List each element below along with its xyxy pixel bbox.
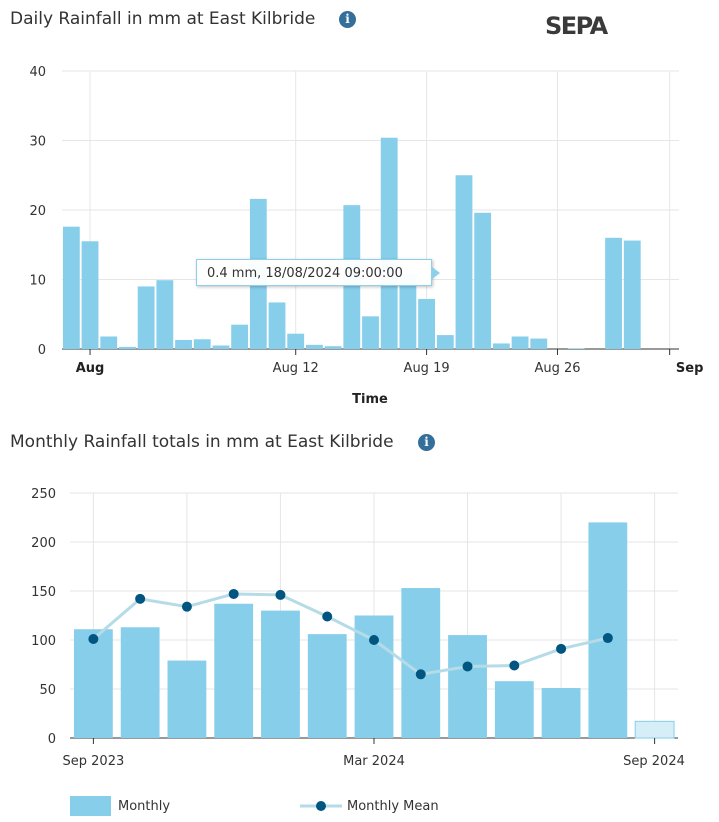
y-tick-label: 50 — [39, 683, 56, 698]
x-tick-label: Aug 19 — [404, 361, 450, 376]
legend-monthly-swatch — [70, 796, 111, 816]
mean-point — [135, 593, 146, 604]
y-tick-label: 250 — [31, 487, 56, 502]
bar — [634, 720, 675, 739]
y-tick-label: 30 — [29, 135, 46, 150]
legend-monthly-label[interactable]: Monthly — [118, 799, 171, 814]
mean-point — [462, 661, 473, 672]
bar — [492, 343, 510, 349]
y-tick-label: 150 — [31, 585, 56, 600]
sepa-logo: SEPA — [545, 12, 608, 40]
daily-rainfall-chart: 0 10 20 30 40 Aug Aug 12 Aug 19 Aug 26 Sep Time — [29, 65, 704, 407]
bar — [324, 346, 342, 349]
bar — [261, 610, 300, 738]
bar — [120, 627, 160, 738]
legend-mean-label[interactable]: Monthly Mean — [347, 799, 439, 814]
bar — [399, 273, 417, 349]
mean-point — [369, 635, 379, 645]
bar — [307, 634, 347, 738]
mean-point — [556, 643, 567, 654]
bar — [474, 212, 492, 349]
bar — [530, 338, 548, 349]
x-tick-label: Aug — [76, 361, 105, 376]
x-tick-label: Sep 2024 — [623, 754, 685, 769]
bar — [287, 333, 305, 349]
bar — [436, 335, 454, 349]
x-axis-title: Time — [352, 392, 388, 407]
bar — [541, 688, 581, 738]
info-icon[interactable]: i — [418, 434, 435, 451]
bar — [212, 345, 230, 349]
y-tick-label: 20 — [29, 204, 46, 219]
bar — [305, 344, 323, 349]
bar — [623, 240, 641, 349]
monthly-chart-title: Monthly Rainfall totals in mm at East Ki… — [10, 432, 394, 452]
mean-point — [181, 601, 192, 612]
bar — [588, 522, 628, 738]
info-icon[interactable]: i — [339, 11, 356, 28]
bar — [455, 175, 473, 349]
x-tick-label: Aug 12 — [273, 361, 319, 376]
bar — [567, 348, 585, 349]
bar — [62, 226, 80, 349]
mean-point — [415, 669, 426, 680]
tooltip-arrow — [431, 266, 440, 280]
legend-mean-marker — [316, 801, 326, 811]
bar — [231, 324, 249, 349]
bar — [73, 629, 113, 738]
bar — [605, 237, 622, 349]
bar — [100, 336, 118, 349]
bar — [81, 241, 99, 349]
bar — [511, 336, 529, 349]
bar — [268, 302, 286, 349]
bar — [156, 280, 174, 349]
mean-point — [322, 611, 333, 622]
bar — [494, 681, 534, 738]
mean-point — [275, 589, 286, 600]
bar — [214, 603, 254, 738]
x-tick-label: Aug 26 — [534, 361, 580, 376]
y-tick-label: 40 — [29, 65, 46, 80]
y-tick-label: 0 — [48, 732, 56, 747]
x-tick-label: Sep 2023 — [63, 754, 125, 769]
bar — [418, 298, 436, 349]
daily-chart-title: Daily Rainfall in mm at East Kilbride — [10, 9, 316, 29]
mean-point — [228, 588, 239, 599]
bar — [175, 339, 192, 349]
bar — [119, 346, 136, 349]
bar — [137, 286, 155, 349]
y-tick-label: 100 — [31, 634, 56, 649]
x-tick-label: Mar 2024 — [343, 754, 405, 769]
y-tick-label: 200 — [31, 536, 56, 551]
mean-line — [92, 592, 609, 676]
mean-point — [509, 660, 520, 671]
bar — [380, 137, 398, 349]
x-tick-label: Sep — [676, 361, 704, 376]
bar — [362, 316, 379, 349]
bar — [448, 635, 487, 738]
y-tick-label: 0 — [38, 343, 46, 358]
bar — [167, 660, 207, 738]
y-tick-label: 10 — [29, 274, 46, 289]
mean-point — [88, 634, 99, 645]
bar — [193, 339, 211, 349]
chart-tooltip: 0.4 mm, 18/08/2024 09:00:00 — [196, 259, 432, 286]
mean-point — [602, 633, 613, 644]
